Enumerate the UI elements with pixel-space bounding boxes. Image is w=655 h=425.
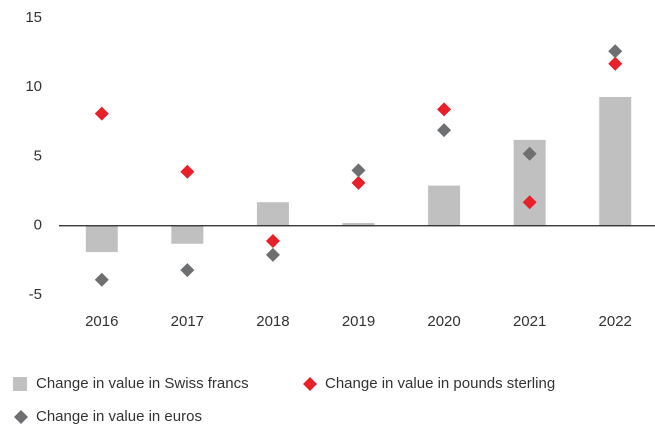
x-tick-label: 2022 [599,313,632,330]
bar [256,202,289,226]
diamond-marker [180,164,195,179]
diamond-marker [265,233,280,248]
bar [171,225,204,244]
x-tick-label: 2019 [342,313,375,330]
x-tick-label: 2016 [85,313,118,330]
bar [342,222,375,226]
diamond-marker [180,263,195,278]
legend-label: Change in value in pounds sterling [325,375,555,392]
x-tick-label: 2021 [513,313,546,330]
diamond-marker [351,163,366,178]
x-tick-label: 2018 [256,313,289,330]
x-tick-label: 2020 [427,313,460,330]
diamond-marker [351,175,366,190]
y-tick-label: 15 [25,9,42,26]
diamond-marker [94,106,109,121]
diamond-marker [437,123,452,138]
diamond-marker [608,44,623,59]
legend-swatch [13,377,27,391]
diamond-marker [608,56,623,71]
bar [599,96,632,226]
y-tick-label: -5 [29,286,42,303]
diamond-marker [94,272,109,287]
bar [428,185,461,226]
y-tick-label: 10 [25,78,42,95]
y-tick-label: 0 [34,217,42,234]
diamond-marker [522,195,537,210]
legend-label: Change in value in Swiss francs [36,375,249,392]
legend-label: Change in value in euros [36,408,202,425]
y-tick-label: 5 [34,147,42,164]
x-tick-label: 2017 [171,313,204,330]
diamond-marker [265,247,280,262]
diamond-marker [522,146,537,161]
diamond-marker [437,102,452,117]
legend-swatch [14,410,28,424]
legend-swatch [303,377,317,391]
bar [85,225,118,253]
